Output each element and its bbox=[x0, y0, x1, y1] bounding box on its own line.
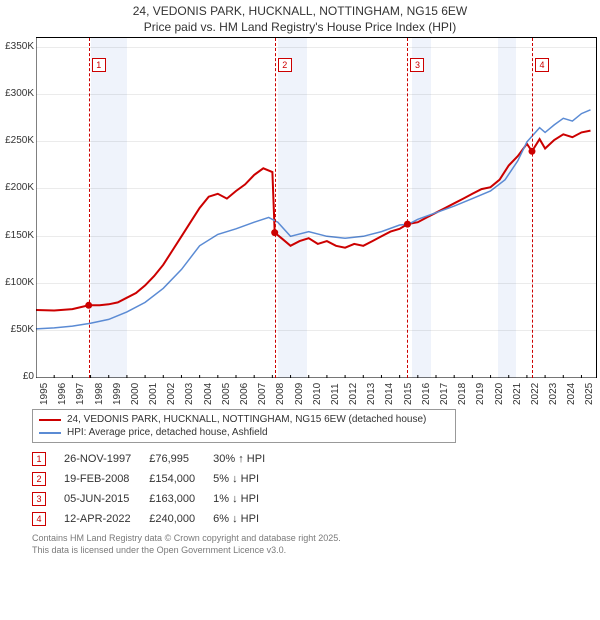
title-line1: 24, VEDONIS PARK, HUCKNALL, NOTTINGHAM, … bbox=[10, 4, 590, 20]
x-tick-label: 2002 bbox=[166, 383, 177, 405]
chart-title: 24, VEDONIS PARK, HUCKNALL, NOTTINGHAM, … bbox=[0, 0, 600, 37]
x-tick-label: 1999 bbox=[112, 383, 123, 405]
title-line2: Price paid vs. HM Land Registry's House … bbox=[10, 20, 590, 36]
sale-row: 1 26-NOV-1997£76,99530% ↑ HPI bbox=[32, 449, 283, 469]
sale-delta: 6% ↓ HPI bbox=[213, 509, 283, 529]
sale-index: 2 bbox=[32, 472, 46, 486]
sale-delta: 1% ↓ HPI bbox=[213, 489, 283, 509]
legend-item: 24, VEDONIS PARK, HUCKNALL, NOTTINGHAM, … bbox=[39, 413, 449, 426]
y-gridline bbox=[36, 283, 596, 284]
x-tick-label: 1997 bbox=[75, 383, 86, 405]
x-tick-label: 2000 bbox=[130, 383, 141, 405]
y-tick-label: £250K bbox=[0, 135, 34, 146]
x-tick-label: 2021 bbox=[512, 383, 523, 405]
x-tick-label: 2025 bbox=[584, 383, 595, 405]
sale-marker-label: 4 bbox=[535, 58, 549, 72]
x-tick-label: 2016 bbox=[421, 383, 432, 405]
price-chart: 1234 £0£50K£100K£150K£200K£250K£300K£350… bbox=[36, 37, 596, 407]
x-tick-label: 2020 bbox=[494, 383, 505, 405]
x-tick-label: 2008 bbox=[275, 383, 286, 405]
y-tick-label: £150K bbox=[0, 230, 34, 241]
x-tick-label: 2001 bbox=[148, 383, 159, 405]
x-tick-label: 2004 bbox=[203, 383, 214, 405]
y-gridline bbox=[36, 330, 596, 331]
x-tick-label: 2022 bbox=[530, 383, 541, 405]
x-tick-label: 2010 bbox=[312, 383, 323, 405]
legend-swatch bbox=[39, 419, 61, 421]
sales-table: 1 26-NOV-1997£76,99530% ↑ HPI 2 19-FEB-2008… bbox=[32, 449, 600, 529]
sale-date: 26-NOV-1997 bbox=[64, 449, 149, 469]
sale-index: 4 bbox=[32, 512, 46, 526]
sale-delta: 30% ↑ HPI bbox=[213, 449, 283, 469]
y-tick-label: £350K bbox=[0, 41, 34, 52]
x-tick-label: 1998 bbox=[94, 383, 105, 405]
y-gridline bbox=[36, 236, 596, 237]
y-tick-label: £200K bbox=[0, 182, 34, 193]
x-tick-label: 2023 bbox=[548, 383, 559, 405]
x-tick-label: 2009 bbox=[294, 383, 305, 405]
x-tick-label: 2005 bbox=[221, 383, 232, 405]
y-gridline bbox=[36, 47, 596, 48]
sale-marker-label: 2 bbox=[278, 58, 292, 72]
sale-row: 3 05-JUN-2015£163,0001% ↓ HPI bbox=[32, 489, 283, 509]
series-hpi bbox=[36, 110, 591, 329]
x-tick-label: 2015 bbox=[403, 383, 414, 405]
x-tick-label: 2011 bbox=[330, 384, 341, 406]
x-tick-label: 2019 bbox=[475, 383, 486, 405]
sale-date: 19-FEB-2008 bbox=[64, 469, 149, 489]
y-tick-label: £300K bbox=[0, 88, 34, 99]
sale-marker-line bbox=[532, 38, 533, 378]
x-tick-label: 1996 bbox=[57, 383, 68, 405]
sale-delta: 5% ↓ HPI bbox=[213, 469, 283, 489]
y-tick-label: £100K bbox=[0, 277, 34, 288]
x-tick-label: 2007 bbox=[257, 383, 268, 405]
x-tick-label: 1995 bbox=[39, 383, 50, 405]
sale-price: £240,000 bbox=[149, 509, 213, 529]
x-tick-label: 2014 bbox=[384, 383, 395, 405]
sale-marker-line bbox=[275, 38, 276, 378]
sale-index: 3 bbox=[32, 492, 46, 506]
sale-price: £154,000 bbox=[149, 469, 213, 489]
sale-price: £76,995 bbox=[149, 449, 213, 469]
sale-row: 2 19-FEB-2008£154,0005% ↓ HPI bbox=[32, 469, 283, 489]
y-gridline bbox=[36, 188, 596, 189]
footer-line1: Contains HM Land Registry data © Crown c… bbox=[32, 533, 600, 545]
y-tick-label: £0 bbox=[0, 371, 34, 382]
legend-label: 24, VEDONIS PARK, HUCKNALL, NOTTINGHAM, … bbox=[67, 414, 426, 425]
legend-label: HPI: Average price, detached house, Ashf… bbox=[67, 427, 268, 438]
x-tick-label: 2018 bbox=[457, 383, 468, 405]
sale-row: 4 12-APR-2022£240,0006% ↓ HPI bbox=[32, 509, 283, 529]
legend: 24, VEDONIS PARK, HUCKNALL, NOTTINGHAM, … bbox=[32, 409, 456, 443]
x-tick-label: 2013 bbox=[366, 383, 377, 405]
sale-marker-line bbox=[407, 38, 408, 378]
x-tick-label: 2017 bbox=[439, 383, 450, 405]
y-tick-label: £50K bbox=[0, 324, 34, 335]
x-tick-label: 2024 bbox=[566, 383, 577, 405]
sale-index: 1 bbox=[32, 452, 46, 466]
sale-date: 12-APR-2022 bbox=[64, 509, 149, 529]
sale-marker-label: 1 bbox=[92, 58, 106, 72]
sale-marker-line bbox=[89, 38, 90, 378]
legend-item: HPI: Average price, detached house, Ashf… bbox=[39, 426, 449, 439]
sale-price: £163,000 bbox=[149, 489, 213, 509]
x-tick-label: 2012 bbox=[348, 383, 359, 405]
legend-swatch bbox=[39, 432, 61, 434]
footer-line2: This data is licensed under the Open Gov… bbox=[32, 545, 600, 557]
x-tick-label: 2006 bbox=[239, 383, 250, 405]
y-gridline bbox=[36, 141, 596, 142]
y-gridline bbox=[36, 94, 596, 95]
footer: Contains HM Land Registry data © Crown c… bbox=[32, 533, 600, 556]
x-tick-label: 2003 bbox=[184, 383, 195, 405]
sale-marker-label: 3 bbox=[410, 58, 424, 72]
sale-date: 05-JUN-2015 bbox=[64, 489, 149, 509]
